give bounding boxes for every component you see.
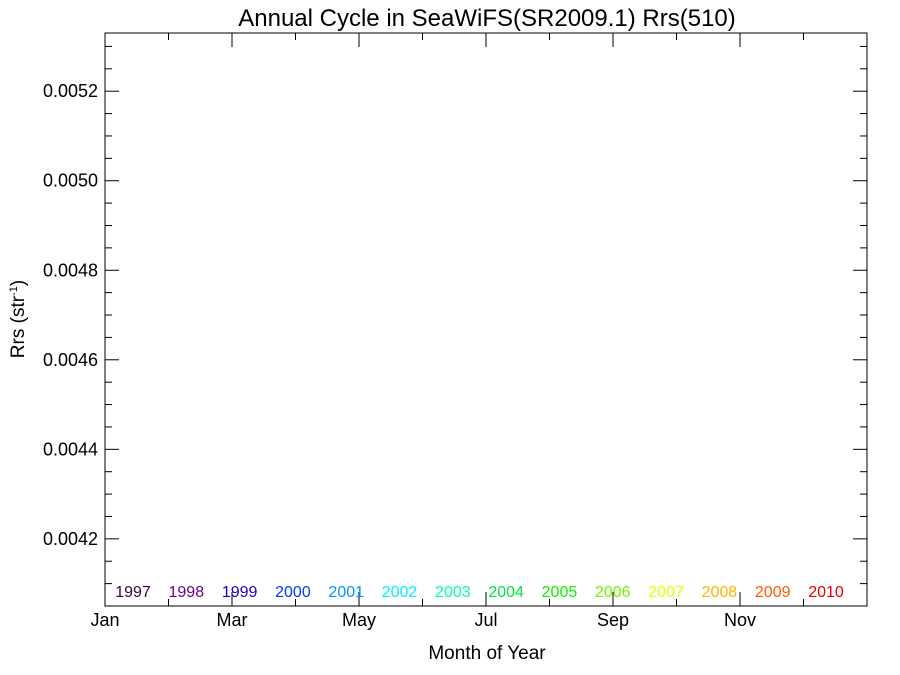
legend-entry-2009: 2009 [755, 584, 791, 601]
y-axis-title: Rrs (str-1) [8, 280, 29, 358]
y-tick-label: 0.0048 [43, 260, 98, 280]
legend-entry-2004: 2004 [488, 584, 524, 601]
legend-entry-1997: 1997 [115, 584, 151, 601]
legend-entry-2001: 2001 [328, 584, 364, 601]
x-tick-label: Mar [217, 610, 248, 630]
x-tick-label: May [342, 610, 376, 630]
legend-entry-2006: 2006 [595, 584, 631, 601]
legend: 1997 1998 1999 2000 2001 2002 2003 2004 2005 2006… [115, 584, 844, 601]
y-tick-label: 0.0052 [43, 81, 98, 101]
legend-entry-2003: 2003 [435, 584, 471, 601]
y-tick-label: 0.0046 [43, 350, 98, 370]
legend-entry-2000: 2000 [275, 584, 311, 601]
x-tick-label: Nov [724, 610, 756, 630]
x-axis-title: Month of Year [428, 643, 546, 664]
y-tick-label: 0.0044 [43, 439, 98, 459]
legend-entry-2008: 2008 [702, 584, 738, 601]
x-tick-label: Jul [474, 610, 497, 630]
chart-title: Annual Cycle in SeaWiFS(SR2009.1) Rrs(51… [238, 5, 736, 32]
legend-entry-2002: 2002 [382, 584, 418, 601]
y-axis-title-main: Rrs (str [8, 295, 29, 358]
y-tick-label: 0.0050 [43, 171, 98, 191]
legend-entry-2010: 2010 [808, 584, 844, 601]
legend-entry-1998: 1998 [169, 584, 205, 601]
y-axis: 0.0042 0.0044 0.0046 0.0048 0.0050 0.0052 [43, 45, 867, 607]
legend-entry-1999: 1999 [222, 584, 258, 601]
plot-frame [104, 32, 868, 607]
x-tick-label: Jan [90, 610, 119, 630]
legend-entry-2005: 2005 [542, 584, 578, 601]
legend-entry-2007: 2007 [648, 584, 684, 601]
x-axis: Jan Mar May Jul Sep Nov [90, 33, 804, 630]
y-tick-label: 0.0042 [43, 529, 98, 549]
y-axis-title-superscript: -1 [8, 286, 20, 296]
x-tick-label: Sep [597, 610, 629, 630]
y-axis-title-suffix: ) [8, 280, 29, 286]
